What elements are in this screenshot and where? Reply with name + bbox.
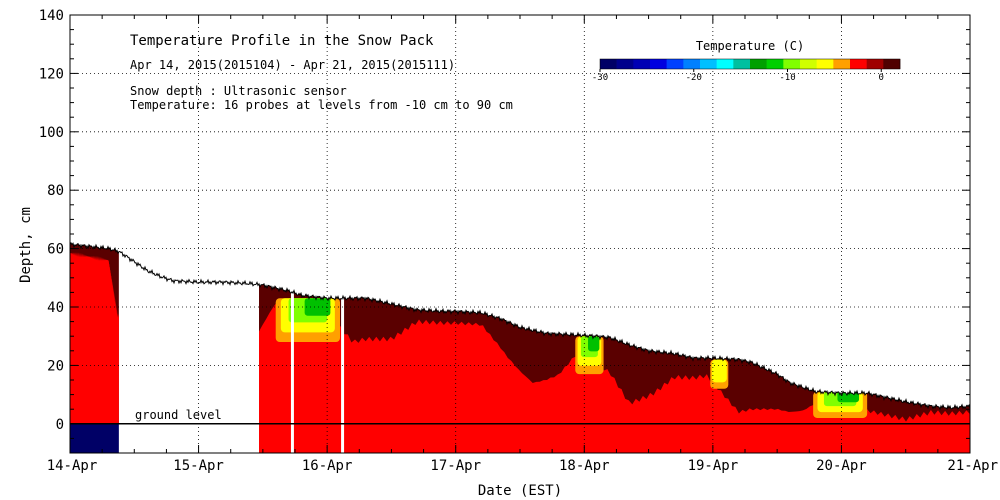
- data-gap-line: [290, 242, 294, 424]
- axis-ticks: [69, 14, 971, 454]
- data-gap-line: [290, 423, 294, 453]
- colorbar-swatch: [716, 59, 734, 69]
- colorbar-swatch: [733, 59, 751, 69]
- colorbar-swatch: [800, 59, 817, 69]
- info-line-probes: Temperature: 16 probes at levels from -1…: [130, 98, 513, 112]
- x-tick-label: 19-Apr: [688, 458, 739, 474]
- y-tick-label: 0: [56, 417, 64, 433]
- cold-region-core: [588, 336, 600, 352]
- cold-region-mid: [711, 359, 727, 383]
- colorbar-tick-label: -20: [686, 73, 702, 83]
- colorbar-swatch: [750, 59, 767, 69]
- snow-depth-line: [69, 242, 971, 411]
- ground-layer: [70, 423, 970, 453]
- y-tick-labels: 0 20 40 60 80 100 120 140: [39, 8, 64, 433]
- colorbar-swatch: [700, 59, 717, 69]
- x-tick-labels: 14-Apr 15-Apr 16-Apr 17-Apr 18-Apr 19-Apr 20-A…: [47, 458, 998, 474]
- data-gap-line: [341, 242, 345, 424]
- y-tick-label: 80: [47, 183, 64, 199]
- y-tick-label: 100: [39, 125, 64, 141]
- colorbar-swatch: [616, 59, 634, 69]
- data-gap-line: [341, 423, 345, 453]
- colorbar-swatch: [633, 59, 651, 69]
- colorbar-swatch: [683, 59, 701, 69]
- colorbar-swatch: [833, 59, 851, 69]
- y-tick-label: 140: [39, 8, 64, 24]
- colorbar-swatch: [850, 59, 867, 69]
- x-tick-label: 21-Apr: [947, 458, 998, 474]
- y-tick-label: 60: [47, 242, 64, 258]
- colorbar-swatch: [866, 59, 884, 69]
- field-segment-warm: [70, 252, 119, 424]
- x-tick-label: 15-Apr: [173, 458, 224, 474]
- colorbar-tick-label: 0: [879, 73, 884, 83]
- y-tick-label: 40: [47, 300, 64, 316]
- x-tick-label: 16-Apr: [302, 458, 353, 474]
- x-tick-label: 20-Apr: [816, 458, 867, 474]
- y-tick-label: 120: [39, 66, 64, 82]
- colorbar-tick-label: -10: [779, 73, 795, 83]
- colorbar-frame: [599, 58, 901, 70]
- colorbar-swatch: [766, 59, 784, 69]
- colorbar-swatch: [666, 59, 684, 69]
- ground-frozen: [70, 423, 119, 453]
- colorbar-swatch: [883, 59, 901, 69]
- info-line-sensor: Snow depth : Ultrasonic sensor: [130, 84, 347, 98]
- y-tick-label: 20: [47, 358, 64, 374]
- x-tick-label: 18-Apr: [559, 458, 610, 474]
- colorbar-swatch: [600, 59, 617, 69]
- y-axis-title: Depth, cm: [18, 207, 34, 283]
- x-tick-label: 14-Apr: [47, 458, 98, 474]
- x-axis-title: Date (EST): [478, 483, 562, 499]
- chart-subtitle: Apr 14, 2015(2015104) - Apr 21, 2015(201…: [130, 58, 455, 72]
- colorbar-swatch: [783, 59, 801, 69]
- ground-level-label: ground level: [135, 408, 222, 422]
- ground-warm: [259, 423, 970, 453]
- field-segment-warm: [259, 302, 970, 424]
- colorbar-title: Temperature (C): [696, 39, 804, 53]
- cold-region-core: [304, 298, 331, 316]
- colorbar-tick-label: -30: [592, 73, 608, 83]
- x-tick-label: 17-Apr: [430, 458, 481, 474]
- colorbar-swatch: [816, 59, 834, 69]
- colorbar-swatch: [650, 59, 667, 69]
- chart-title: Temperature Profile in the Snow Pack: [130, 33, 434, 49]
- colorbar: -30 -20 -10 0: [592, 58, 901, 83]
